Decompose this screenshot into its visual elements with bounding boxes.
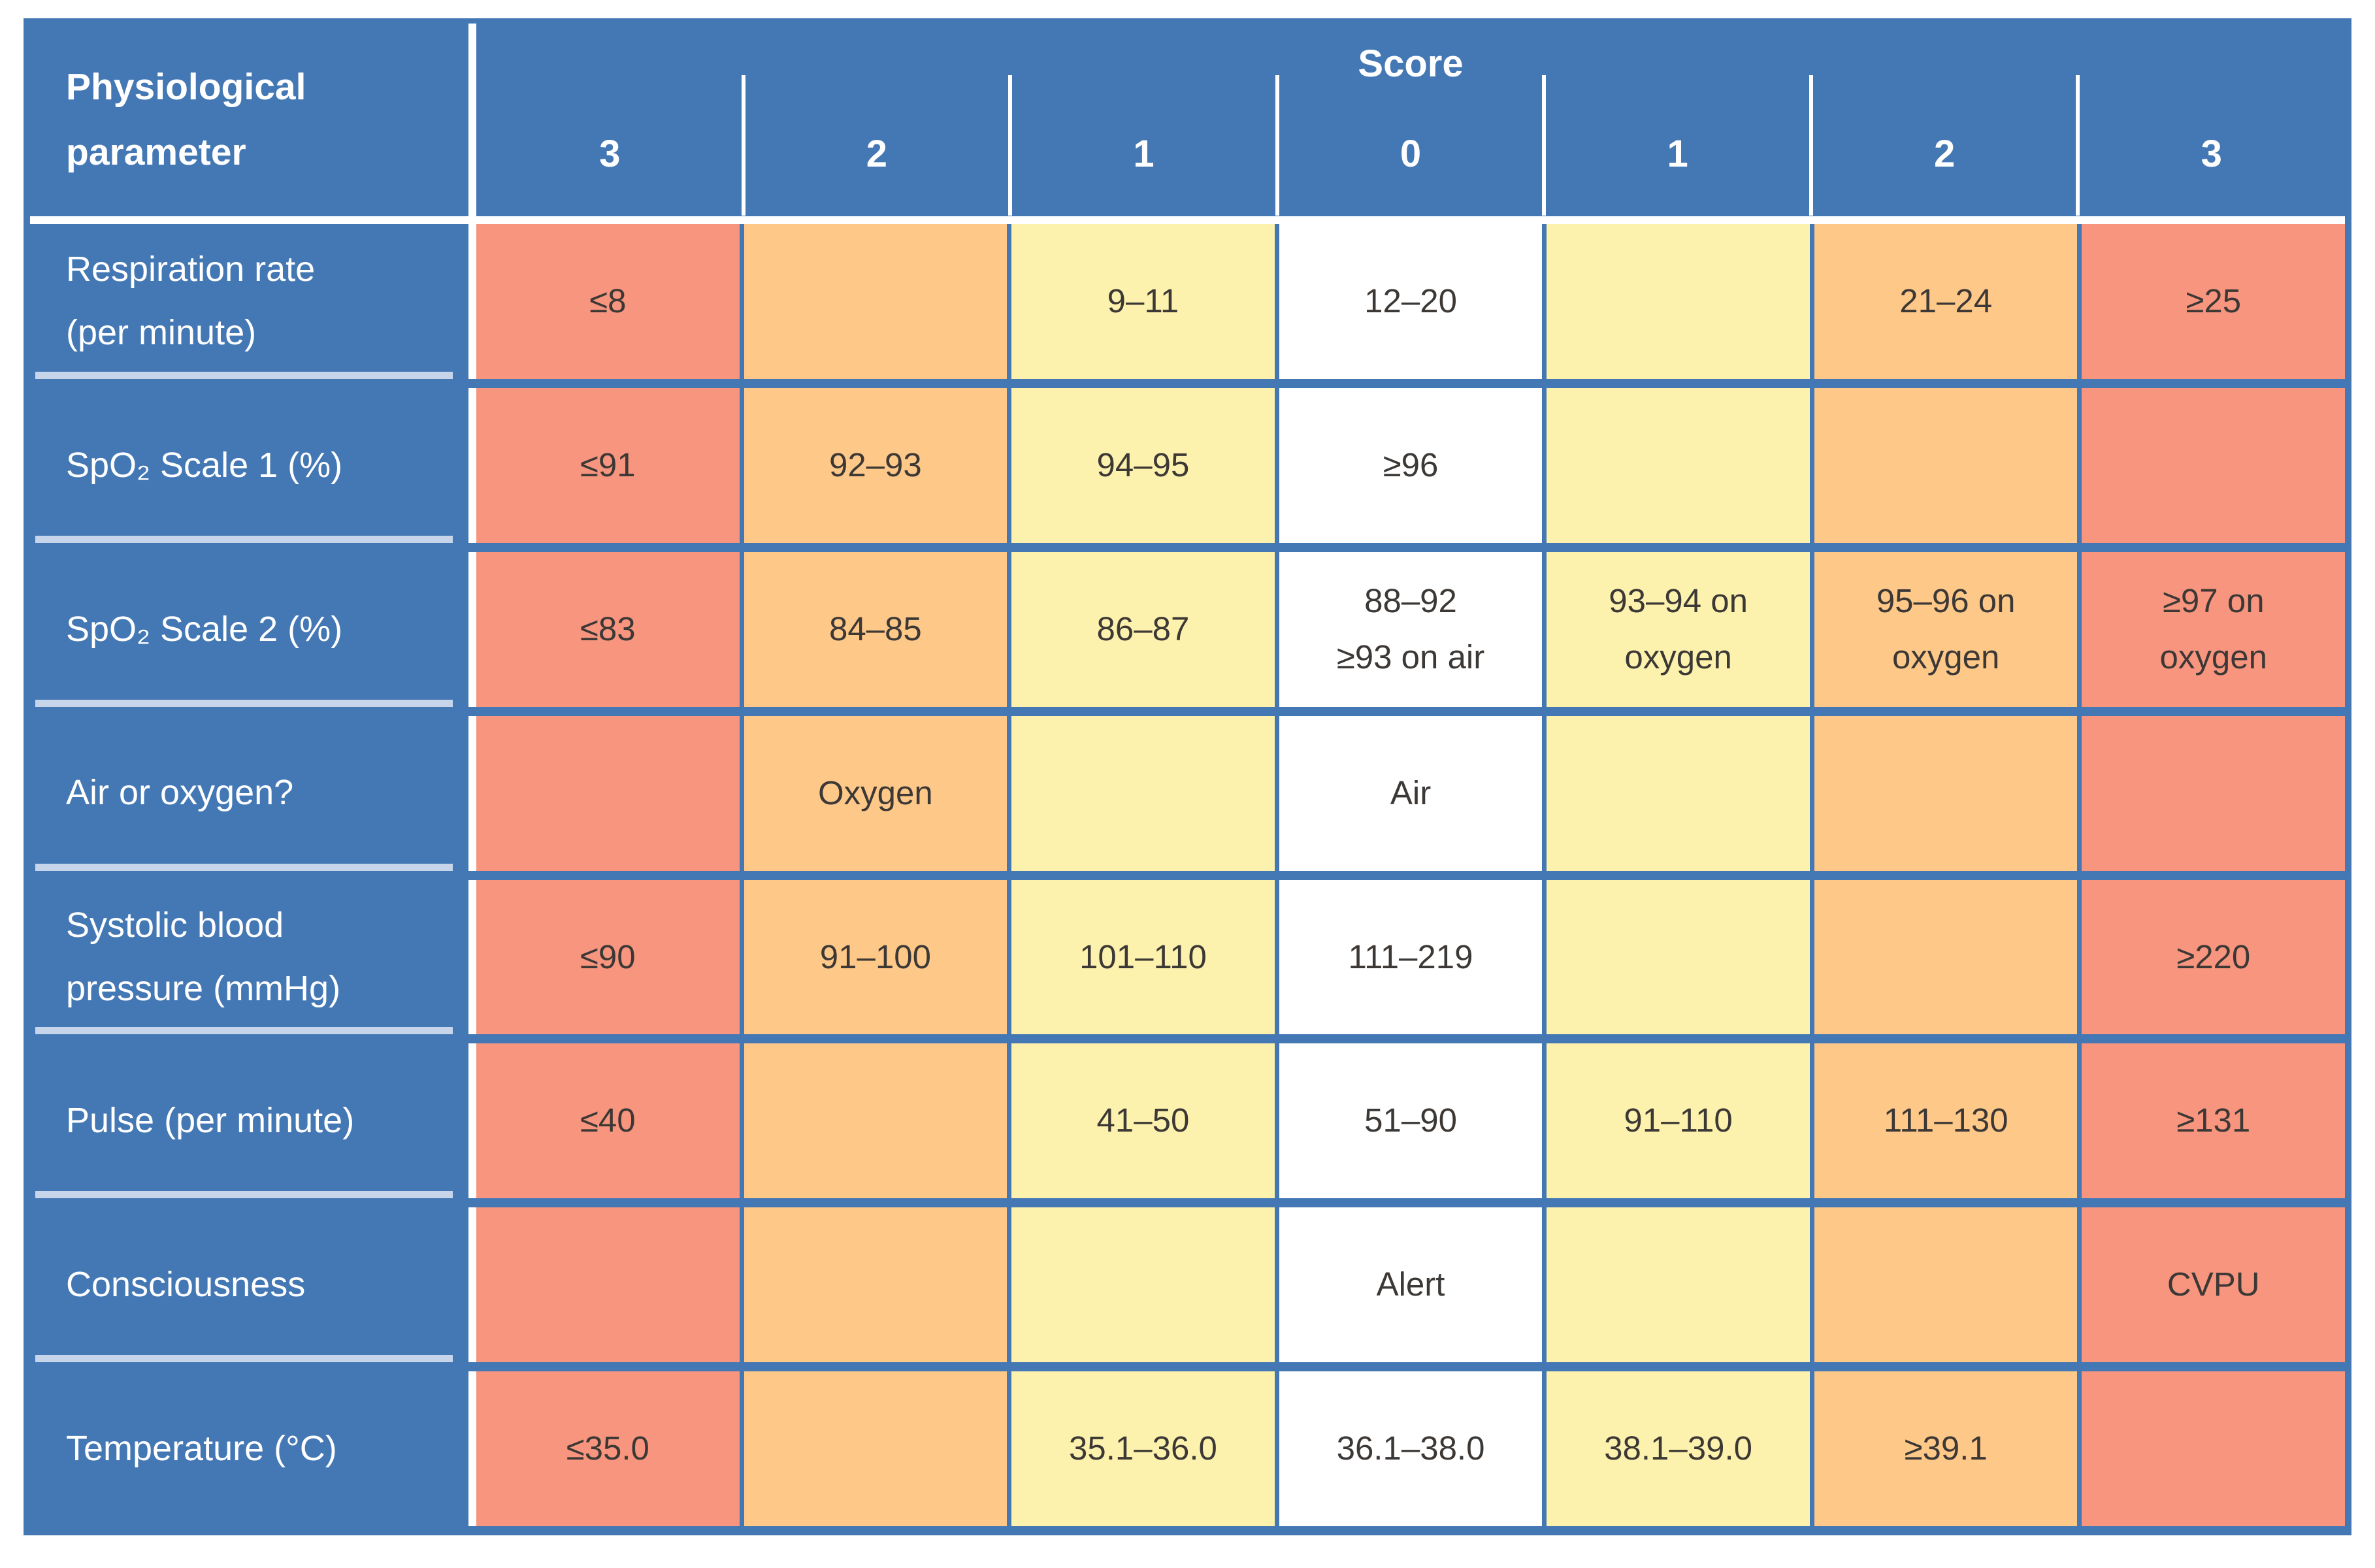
score-column-1-right: 1: [1542, 75, 1811, 216]
score-cell: Alert: [1274, 1207, 1543, 1363]
news2-score-table: Physiological parameter Score 3 2 1 0 1 …: [24, 18, 2351, 1535]
row-consciousness: Consciousness Alert CVPU: [30, 1207, 2346, 1363]
score-cell: ≥131: [2077, 1043, 2346, 1199]
score-cell: [1007, 1207, 1275, 1363]
score-cell: 111–219: [1274, 879, 1543, 1035]
score-cell: 21–24: [1809, 224, 2078, 379]
score-column-0: 0: [1275, 75, 1545, 216]
table-body: Respiration rate (per minute) ≤8 9–11 12…: [30, 224, 2346, 1526]
score-cell: CVPU: [2077, 1207, 2346, 1363]
score-cell: 38.1–39.0: [1542, 1371, 1810, 1526]
score-cell: [1809, 387, 2078, 543]
score-cell: ≤35.0: [476, 1371, 740, 1526]
parameter-label: Pulse (per minute): [30, 1043, 476, 1199]
score-cell: 101–110: [1007, 879, 1275, 1035]
row-spo2-scale-1: SpO₂ Scale 1 (%) ≤91 92–93 94–95 ≥96: [30, 387, 2346, 543]
score-cell: [1542, 879, 1810, 1035]
score-cell: [1542, 224, 1810, 379]
score-header-group: Score 3 2 1 0 1 2 3: [476, 24, 2345, 216]
score-cell: [2077, 715, 2346, 871]
score-cell: [1542, 1207, 1810, 1363]
parameter-label: Respiration rate (per minute): [30, 224, 476, 379]
score-cell: 94–95: [1007, 387, 1275, 543]
score-cell: 93–94 on oxygen: [1542, 551, 1810, 707]
score-cell: [1542, 715, 1810, 871]
parameter-label: Air or oxygen?: [30, 715, 476, 871]
score-cell: [739, 1043, 1007, 1199]
score-cell: [739, 224, 1007, 379]
score-cell: ≥220: [2077, 879, 2346, 1035]
score-cell: [476, 715, 740, 871]
score-cell: [739, 1207, 1007, 1363]
score-cell: Air: [1274, 715, 1543, 871]
score-cell: ≤8: [476, 224, 740, 379]
row-spo2-scale-2: SpO₂ Scale 2 (%) ≤83 84–85 86–87 88–92 ≥…: [30, 551, 2346, 707]
table-header-row: Physiological parameter Score 3 2 1 0 1 …: [30, 24, 2345, 224]
score-cell: 91–110: [1542, 1043, 1810, 1199]
score-cell: [2077, 1371, 2346, 1526]
score-cell: 111–130: [1809, 1043, 2078, 1199]
score-cell: ≥97 on oxygen: [2077, 551, 2346, 707]
score-cell: [1542, 387, 1810, 543]
score-cell: ≤91: [476, 387, 740, 543]
score-cell: [1809, 1207, 2078, 1363]
score-cell: [2077, 387, 2346, 543]
score-column-2-right: 2: [1809, 75, 2078, 216]
score-cell: 91–100: [739, 879, 1007, 1035]
parameter-label: SpO₂ Scale 1 (%): [30, 387, 476, 543]
score-cell: ≤40: [476, 1043, 740, 1199]
score-cell: [476, 1207, 740, 1363]
parameter-label: Temperature (°C): [30, 1371, 476, 1526]
score-cell: ≤90: [476, 879, 740, 1035]
score-cell: 92–93: [739, 387, 1007, 543]
score-cell: Oxygen: [739, 715, 1007, 871]
score-cell: 84–85: [739, 551, 1007, 707]
score-column-3-right: 3: [2076, 75, 2345, 216]
score-cell: [1809, 879, 2078, 1035]
score-cell: [739, 1371, 1007, 1526]
score-cell: 9–11: [1007, 224, 1275, 379]
parameter-label: Consciousness: [30, 1207, 476, 1363]
score-cell: [1809, 715, 2078, 871]
score-cell: 36.1–38.0: [1274, 1371, 1543, 1526]
score-cell: 12–20: [1274, 224, 1543, 379]
score-cell: 35.1–36.0: [1007, 1371, 1275, 1526]
row-pulse: Pulse (per minute) ≤40 41–50 51–90 91–11…: [30, 1043, 2346, 1199]
score-column-3-left: 3: [599, 132, 621, 175]
score-column-numbers: 3 2 1 0 1 2 3: [476, 75, 2345, 216]
score-column-1-left: 1: [1008, 75, 1277, 216]
score-header-title: Score: [1358, 42, 1464, 85]
row-air-or-oxygen: Air or oxygen? Oxygen Air: [30, 715, 2346, 871]
row-temperature: Temperature (°C) ≤35.0 35.1–36.0 36.1–38…: [30, 1371, 2346, 1526]
score-cell: [1007, 715, 1275, 871]
parameter-label: SpO₂ Scale 2 (%): [30, 551, 476, 707]
row-systolic-blood-pressure: Systolic blood pressure (mmHg) ≤90 91–10…: [30, 879, 2346, 1035]
score-cell: 41–50: [1007, 1043, 1275, 1199]
score-cell: 95–96 on oxygen: [1809, 551, 2078, 707]
score-cell: 51–90: [1274, 1043, 1543, 1199]
score-cell: ≤83: [476, 551, 740, 707]
parameter-column-header: Physiological parameter: [30, 24, 476, 216]
score-cell: 86–87: [1007, 551, 1275, 707]
score-column-2-left: 2: [741, 75, 1011, 216]
score-cell: 88–92 ≥93 on air: [1274, 551, 1543, 707]
parameter-label: Systolic blood pressure (mmHg): [30, 879, 476, 1035]
score-cell: ≥25: [2077, 224, 2346, 379]
row-respiration-rate: Respiration rate (per minute) ≤8 9–11 12…: [30, 224, 2346, 379]
score-cell: ≥39.1: [1809, 1371, 2078, 1526]
score-cell: ≥96: [1274, 387, 1543, 543]
